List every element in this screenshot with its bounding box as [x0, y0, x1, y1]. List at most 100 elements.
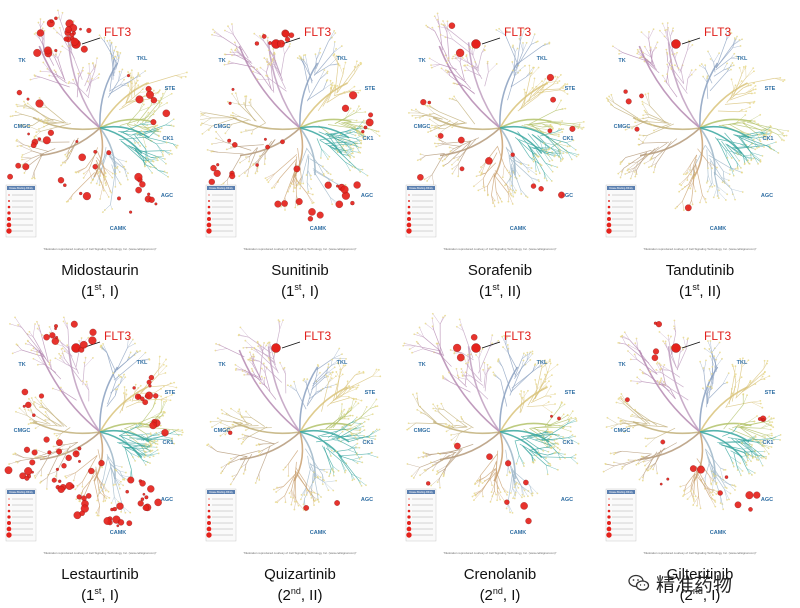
legend-title: Kinase Binding Affinity [9, 491, 33, 494]
hit-marker [43, 46, 52, 55]
affinity-legend: Kinase Binding Affinity [5, 488, 37, 542]
family-label: CK1 [562, 440, 573, 446]
hit-marker [65, 482, 74, 490]
credit-text: "Illustration reproduced courtesy of Cel… [43, 551, 156, 555]
hit-marker [734, 501, 742, 509]
kinase-tree [407, 12, 585, 208]
hit-marker [70, 320, 78, 328]
hit-marker [117, 519, 125, 526]
family-label: STE [365, 86, 376, 92]
hit-marker [228, 430, 233, 435]
family-label: AGC [761, 193, 773, 199]
drug-name: Sorafenib [467, 262, 533, 279]
hit-marker [19, 472, 27, 480]
hit-marker [51, 477, 57, 483]
drug-caption: Quizartinib (2nd, II) [200, 566, 400, 604]
kinome-dendrogram: TK TKL STE CMGC CK1 AGC CAMK FLT3 Kinase Binding… [605, 22, 790, 251]
kinome-dendrogram: TK TKL STE CMGC CK1 AGC CAMK FLT3 Kinase Binding… [200, 23, 381, 251]
family-label: AGC [361, 193, 373, 199]
hit-marker [117, 196, 121, 201]
affinity-legend: Kinase Binding Affinity [205, 184, 237, 238]
hit-marker [659, 482, 663, 486]
hit-marker [30, 142, 37, 149]
hit-marker [126, 520, 133, 527]
kinome-dendrogram: TK TKL STE CMGC CK1 AGC CAMK FLT3 Kinase Binding… [405, 12, 585, 251]
drug-name: Tandutinib [665, 262, 735, 279]
credit-text: "Illustration reproduced courtesy of Cel… [643, 551, 756, 555]
hit-marker [660, 439, 666, 445]
flt3-label: FLT3 [104, 329, 131, 343]
binding-hits [228, 343, 340, 511]
binding-hits [426, 334, 561, 525]
hit-marker [341, 104, 350, 112]
family-label: TKL [337, 360, 348, 366]
family-label: TKL [737, 360, 748, 366]
credit-text: "Illustration reproduced courtesy of Cel… [243, 551, 356, 555]
hit-marker [148, 384, 152, 388]
hit-marker [634, 126, 640, 132]
hit-marker [76, 494, 82, 500]
family-label: CAMK [310, 530, 327, 536]
hit-marker [150, 119, 157, 126]
hit-marker [116, 524, 120, 528]
family-label: CMGC [214, 428, 231, 434]
hit-marker [4, 466, 13, 475]
hit-marker [227, 138, 232, 143]
family-label: CMGC [214, 124, 231, 130]
hit-marker [134, 393, 142, 400]
hit-marker [281, 200, 288, 207]
hit-marker [140, 396, 145, 402]
family-label: STE [365, 390, 376, 396]
hit-marker [303, 505, 310, 511]
flt3-label: FLT3 [704, 25, 731, 39]
drug-caption: Gilteritinib (2nd, I) [600, 566, 800, 604]
hit-marker [748, 507, 753, 512]
kinome-panel: TK TKL STE CMGC CK1 AGC CAMK FLT3 Kinase Binding… [0, 0, 200, 304]
hit-marker [134, 172, 143, 182]
legend-title: Kinase Binding Affinity [209, 187, 233, 190]
kinase-tree [206, 319, 382, 512]
family-label: CK1 [762, 136, 773, 142]
affinity-legend: Kinase Binding Affinity [5, 184, 37, 238]
hit-marker [79, 27, 82, 31]
hit-marker [753, 491, 761, 499]
hit-marker [125, 489, 129, 494]
drug-caption: Sorafenib (1st, II) [400, 262, 600, 300]
hit-marker [145, 391, 153, 400]
hit-marker [23, 446, 31, 453]
family-label: AGC [161, 193, 173, 199]
drug-class: (2nd, I) [479, 586, 521, 604]
hit-marker [35, 99, 44, 108]
legend-title: Kinase Binding Affinity [209, 491, 233, 494]
hit-marker [154, 202, 158, 206]
hit-marker [57, 177, 65, 184]
hit-marker [55, 467, 59, 471]
hit-marker [546, 73, 554, 82]
hit-marker [655, 321, 662, 328]
hit-marker [459, 166, 465, 172]
hit-marker [316, 211, 324, 219]
hit-marker [349, 91, 358, 100]
hit-marker [216, 163, 220, 167]
hit-marker [80, 504, 89, 513]
hit-marker [454, 442, 461, 450]
legend-title: Kinase Binding Affinity [609, 187, 633, 190]
family-label: AGC [361, 497, 373, 503]
family-label: CK1 [362, 440, 373, 446]
family-label: STE [165, 390, 176, 396]
family-label: CAMK [510, 530, 527, 536]
hit-marker [666, 477, 670, 481]
hit-marker [486, 453, 493, 460]
hit-marker [112, 506, 117, 512]
hit-marker [36, 29, 45, 37]
hit-marker [307, 216, 314, 222]
hit-marker [745, 491, 754, 500]
affinity-legend: Kinase Binding Affinity [405, 184, 437, 238]
hit-marker [350, 200, 355, 206]
family-label: CAMK [110, 226, 127, 232]
hit-marker [144, 495, 149, 500]
hit-marker [139, 181, 146, 188]
hit-marker [42, 136, 51, 145]
hit-marker [47, 129, 54, 136]
hit-marker [368, 112, 374, 118]
